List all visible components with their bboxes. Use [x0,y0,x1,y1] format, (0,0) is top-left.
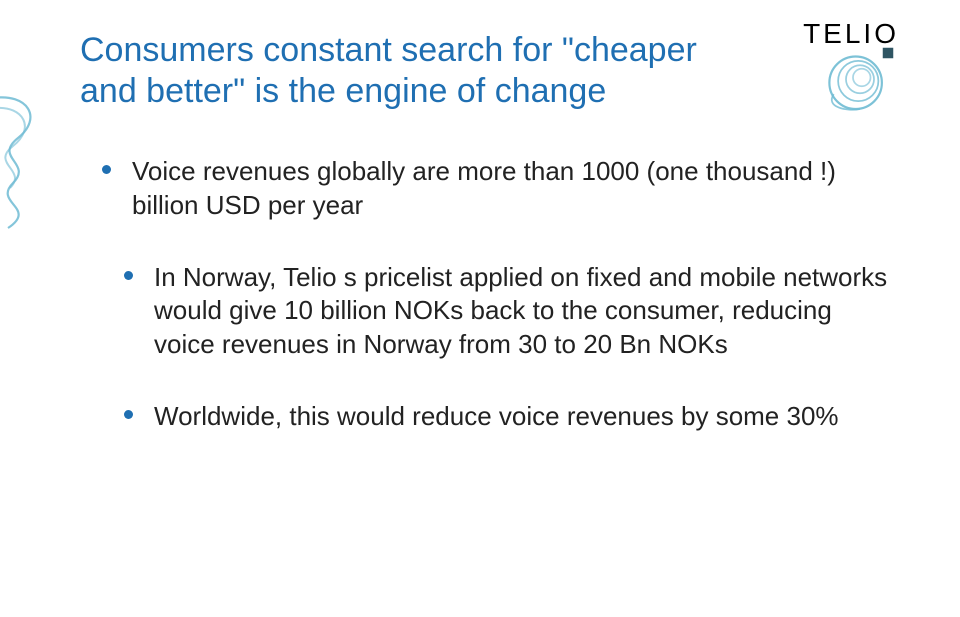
sub-bullet-item: In Norway, Telio s pricelist applied on … [124,261,890,362]
side-scribble-graphic [0,88,58,238]
bullet-list: Voice revenues globally are more than 10… [80,155,890,434]
bullet-item: Voice revenues globally are more than 10… [102,155,890,223]
logo-swirl-icon [815,46,905,116]
logo: TELIO [803,18,905,116]
sub-bullet-list: In Norway, Telio s pricelist applied on … [102,261,890,434]
slide-title: Consumers constant search for "cheaper a… [80,30,740,113]
sub-bullet-item: Worldwide, this would reduce voice reven… [124,400,890,434]
sub-list-wrapper: In Norway, Telio s pricelist applied on … [102,261,890,434]
slide: TELIO Consumers constant search for "che… [0,0,960,617]
